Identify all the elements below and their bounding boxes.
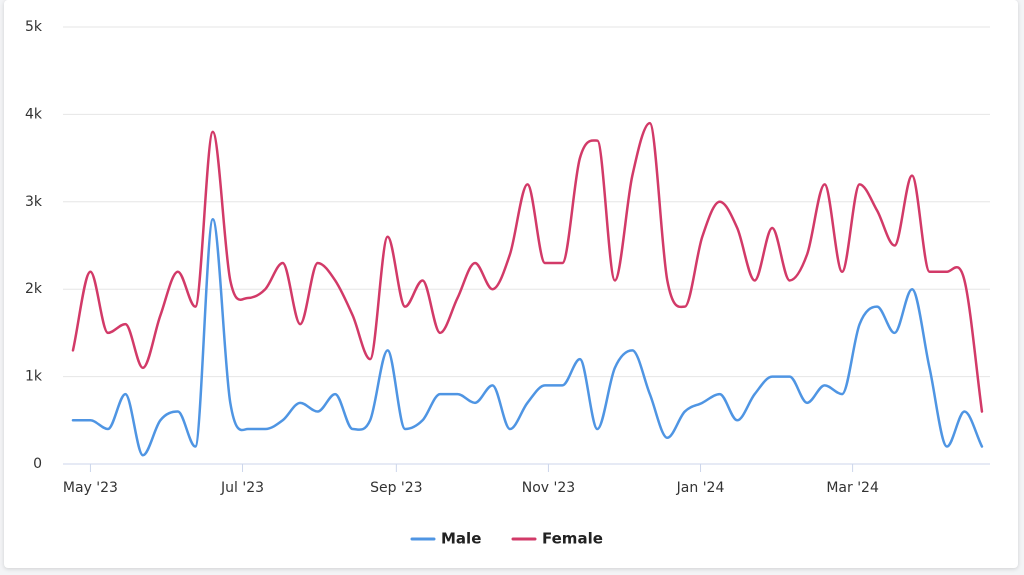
y-tick-label: 1k [25,369,43,385]
x-tick-label: Sep '23 [370,480,423,496]
x-tick-label: Jul '23 [220,480,264,496]
y-tick-label: 3k [25,194,43,210]
line-series [71,121,984,413]
x-tick-label: Jan '24 [676,480,725,496]
legend-label: Male [441,530,481,548]
legend-label: Female [542,530,603,548]
line-series [71,218,984,457]
y-tick-label: 4k [25,106,43,122]
y-tick-label: 2k [25,281,43,297]
y-tick-label: 5k [25,19,43,35]
x-tick-label: May '23 [63,480,118,496]
x-tick-label: Nov '23 [522,480,575,496]
chart-card [4,0,1018,568]
x-tick-label: Mar '24 [826,480,879,496]
y-tick-label: 0 [33,456,42,472]
